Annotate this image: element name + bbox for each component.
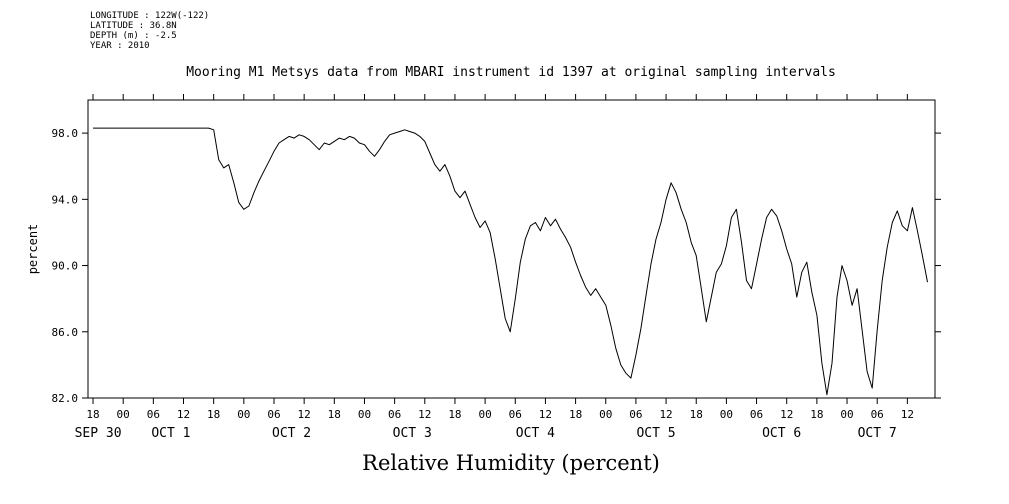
x-tick-label: 12: [901, 408, 914, 421]
metadata-block: LONGITUDE : 122W(-122) LATITUDE : 36.8N …: [90, 11, 209, 51]
x-tick-label: 00: [117, 408, 130, 421]
x-tick-label: 18: [448, 408, 461, 421]
y-axis-label: percent: [26, 224, 40, 275]
y-tick-label: 98.0: [52, 127, 79, 140]
x-tick-label: 12: [659, 408, 672, 421]
x-tick-label: 06: [147, 408, 160, 421]
chart-title: Mooring M1 Metsys data from MBARI instru…: [186, 65, 836, 80]
x-date-label: OCT 1: [151, 426, 190, 441]
plot-box: [87, 99, 936, 399]
x-tick-label: 06: [267, 408, 280, 421]
meta-depth: DEPTH (m) : -2.5: [90, 31, 177, 41]
x-date-label: OCT 4: [516, 426, 555, 441]
humidity-data-line: [93, 127, 928, 396]
x-tick-label: 18: [690, 408, 703, 421]
meta-latitude: LATITUDE : 36.8N: [90, 21, 177, 31]
meta-year: YEAR : 2010: [90, 41, 150, 51]
x-tick-label: 00: [840, 408, 853, 421]
plot-area: 18 00 06 12 18 00 06 12 18 00 06 12 18 00 06 12 18 00 06 12…: [52, 94, 941, 441]
x-tick-label: 06: [629, 408, 642, 421]
x-tick-label: 12: [780, 408, 793, 421]
x-date-label: OCT 7: [858, 426, 897, 441]
x-tick-label: 06: [871, 408, 884, 421]
x-tick-label: 12: [298, 408, 311, 421]
x-tick-label: 00: [358, 408, 371, 421]
x-axis-title: Relative Humidity (percent): [362, 451, 660, 475]
x-date-label: OCT 6: [762, 426, 801, 441]
x-tick-label: 18: [569, 408, 582, 421]
y-tick-label: 94.0: [52, 193, 79, 206]
x-tick-label: 18: [810, 408, 823, 421]
x-tick-label: 18: [86, 408, 99, 421]
x-tick-label: 12: [539, 408, 552, 421]
x-tick-label: 06: [509, 408, 522, 421]
x-tick-label: 00: [720, 408, 733, 421]
x-tick-label: 00: [478, 408, 491, 421]
meta-longitude: LONGITUDE : 122W(-122): [90, 11, 209, 21]
x-date-label: OCT 5: [636, 426, 675, 441]
x-tick-label: 00: [237, 408, 250, 421]
x-tick-label: 12: [418, 408, 431, 421]
x-date-label: OCT 2: [272, 426, 311, 441]
y-tick-label: 90.0: [52, 260, 79, 273]
x-date-label: OCT 3: [393, 426, 432, 441]
y-tick-label: 82.0: [52, 392, 79, 405]
x-tick-label: 12: [177, 408, 190, 421]
x-tick-label: 00: [599, 408, 612, 421]
y-tick-label: 86.0: [52, 326, 79, 339]
x-tick-label: 18: [328, 408, 341, 421]
x-tick-label: 18: [207, 408, 220, 421]
x-date-label: SEP 30: [75, 426, 122, 441]
x-tick-label: 06: [388, 408, 401, 421]
x-tick-label: 06: [750, 408, 763, 421]
